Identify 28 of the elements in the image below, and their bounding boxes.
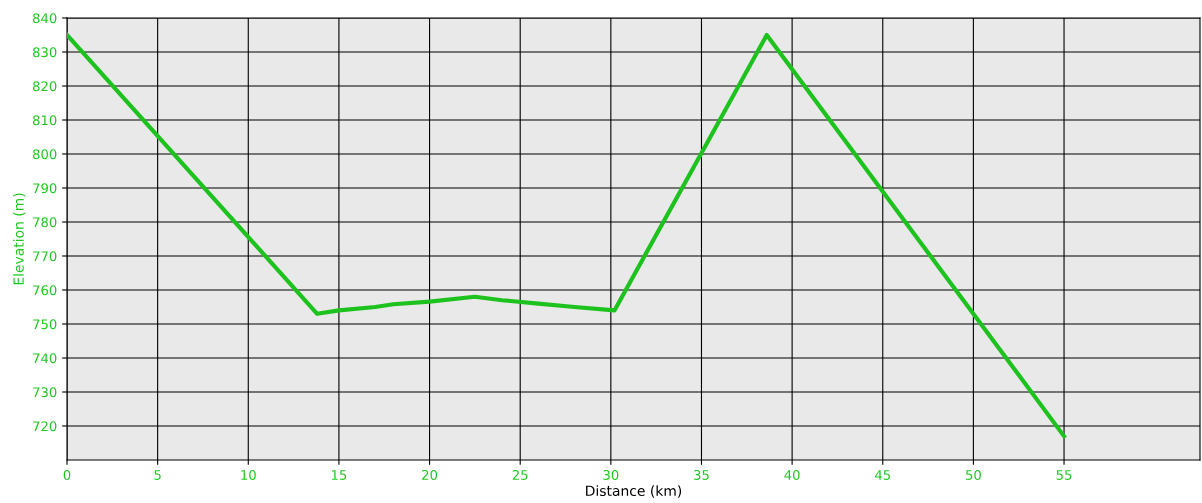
x-tick-label: 45 (875, 470, 890, 480)
x-tick-label: 30 (603, 469, 619, 480)
y-tick-label: 780 (33, 217, 57, 228)
x-axis-title: Distance (km) (586, 485, 682, 498)
y-tick-label: 830 (32, 47, 57, 58)
line-series (67, 32, 1067, 439)
y-tick-label: 730 (33, 387, 57, 398)
y-axis-title: Elevation (m) (13, 193, 26, 285)
y-tick-label: 750 (33, 319, 57, 330)
y-tick-label: 770 (33, 251, 57, 262)
x-tick-label: 0 (63, 469, 71, 480)
y-tick-label: 840 (32, 13, 57, 24)
x-tick-label: 10 (241, 469, 256, 480)
y-tick-label: 820 (32, 81, 57, 92)
x-tick-label: 20 (422, 469, 438, 480)
x-tick-label: 15 (331, 470, 347, 480)
x-tick-label: 5 (154, 470, 161, 480)
y-tick-label: 760 (33, 285, 57, 296)
x-tick-label: 50 (966, 469, 981, 480)
x-tick-label: 35 (694, 469, 709, 480)
y-tick-label: 800 (32, 149, 57, 160)
x-tick-label: 55 (1056, 470, 1072, 480)
y-tick-label: 790 (33, 183, 57, 194)
x-tick-label: 25 (512, 469, 528, 480)
y-tick-label: 810 (32, 115, 57, 126)
x-tick-label: 40 (784, 469, 800, 480)
y-tick-label: 720 (33, 421, 57, 432)
y-tick-label: 740 (33, 353, 57, 364)
